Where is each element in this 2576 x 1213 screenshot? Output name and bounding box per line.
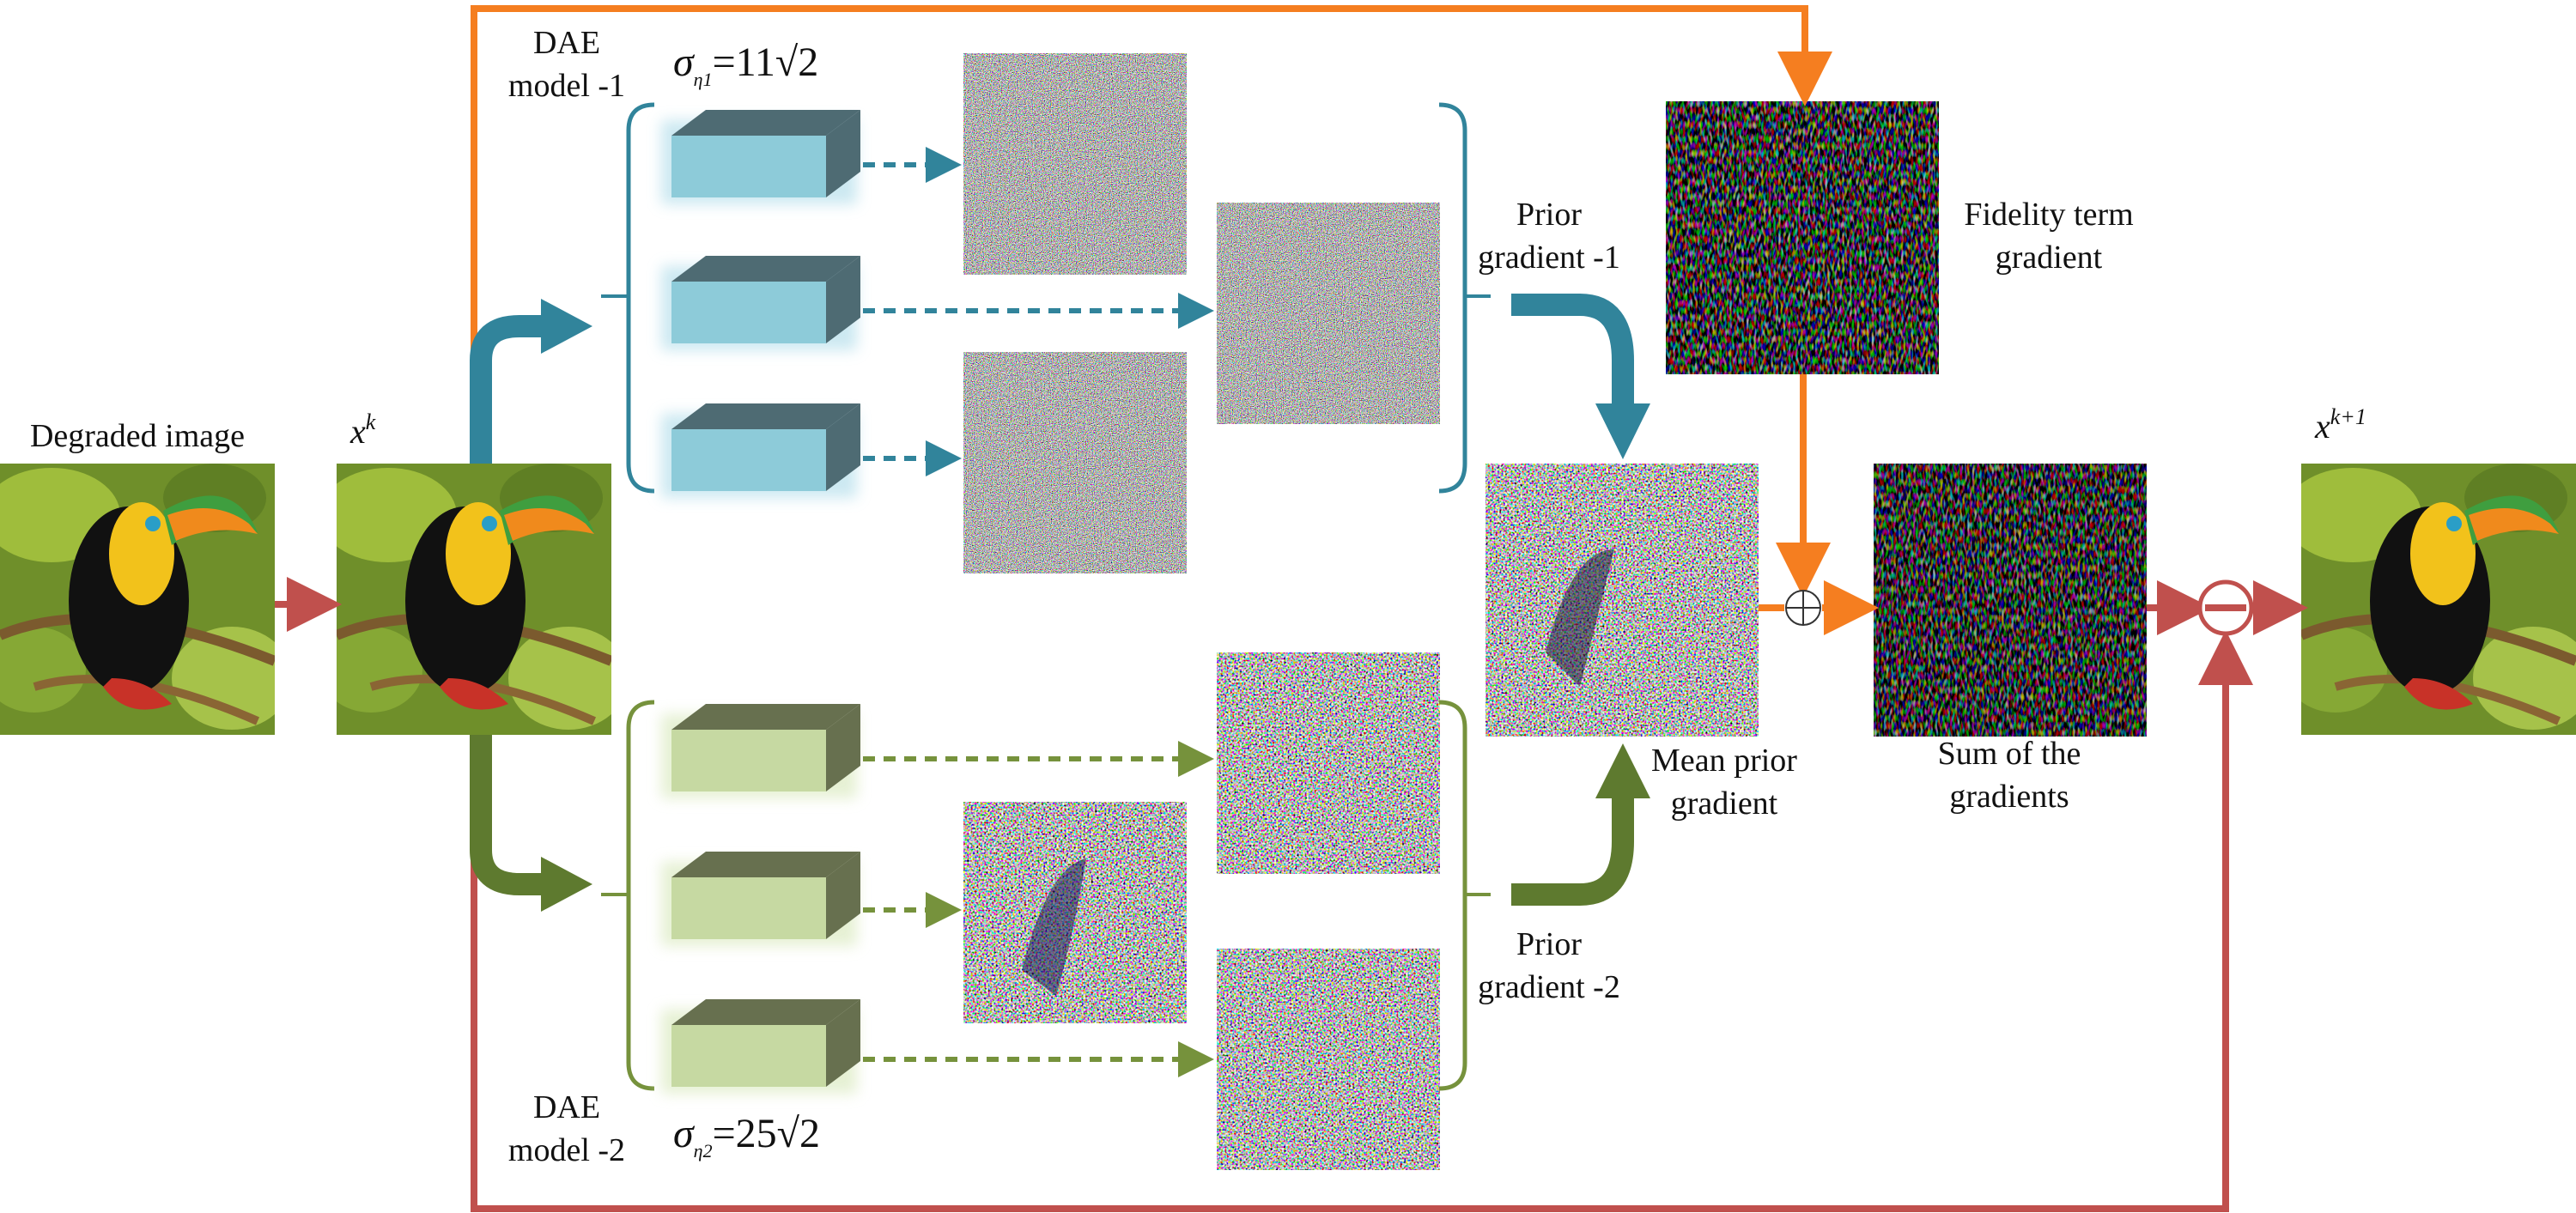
degraded-label: Degraded image [30, 418, 245, 454]
dae2-block-c [661, 999, 860, 1094]
dae1-block-b [661, 256, 860, 350]
olive-branch-arrow [470, 735, 541, 895]
prior1-arrowhead [1595, 403, 1650, 459]
sigma1-label: ση1=11√2 [673, 39, 818, 90]
xk-label: xk [349, 409, 376, 451]
teal-branch-arrow [470, 315, 541, 464]
fidelity-label-line1: Fidelity term [1964, 197, 2133, 233]
dae1-label-line1: DAE [533, 25, 600, 61]
fidelity-label-line2: gradient [1996, 240, 2103, 276]
xk1-label: xk+1 [2314, 404, 2366, 446]
mean-prior-label-line1: Mean prior [1651, 743, 1797, 779]
sigma2-label: ση2=25√2 [673, 1111, 820, 1161]
orange-top-path [471, 5, 1832, 464]
dae1-block-a [661, 110, 860, 204]
prior1-label-line2: gradient -1 [1478, 240, 1620, 276]
dae1-label-line2: model -1 [508, 68, 625, 104]
teal-branch-arrowhead [541, 299, 592, 354]
prior2-curved-arrow [1511, 798, 1634, 906]
prior1-label-line1: Prior [1516, 197, 1582, 233]
olive-branch-arrowhead [541, 857, 592, 912]
olive-right-brace [1438, 700, 1467, 1091]
model1-output-c [963, 352, 1187, 573]
mean-prior-subject [1546, 549, 1614, 687]
sum-label-line2: gradients [1949, 779, 2069, 815]
olive-left-brace [626, 700, 655, 1091]
dae2-block-b [661, 852, 860, 946]
mean-prior-gradient-image [1485, 464, 1759, 737]
model1-output-b [1217, 203, 1440, 424]
dae2-label-line2: model -2 [508, 1132, 625, 1168]
red-bottom-path [471, 630, 2253, 1212]
degraded-image [0, 464, 292, 735]
teal-left-brace [626, 102, 655, 494]
sum-operator [1785, 590, 1821, 626]
sum-label-line1: Sum of the [1938, 736, 2081, 772]
fidelity-gradient-texture [1666, 101, 1939, 374]
dae2-block-a [661, 704, 860, 798]
xk-image [319, 464, 629, 735]
dae1-block-c [661, 403, 860, 498]
xk1-image [2284, 464, 2576, 735]
prior2-arrowhead [1595, 743, 1650, 798]
dae2-label-line1: DAE [533, 1089, 600, 1125]
prior2-label-line2: gradient -2 [1478, 969, 1620, 1005]
model2-output-a [1217, 652, 1440, 874]
subtract-operator [2197, 579, 2254, 636]
model2-subject-b [1022, 858, 1086, 996]
model1-output-a [963, 53, 1187, 275]
sum-gradients-texture [1874, 464, 2147, 737]
teal-right-brace [1438, 102, 1467, 494]
prior2-label-line1: Prior [1516, 926, 1582, 962]
prior1-curved-arrow [1511, 294, 1634, 403]
mean-prior-label-line2: gradient [1671, 785, 1778, 822]
model2-output-c [1217, 949, 1440, 1170]
